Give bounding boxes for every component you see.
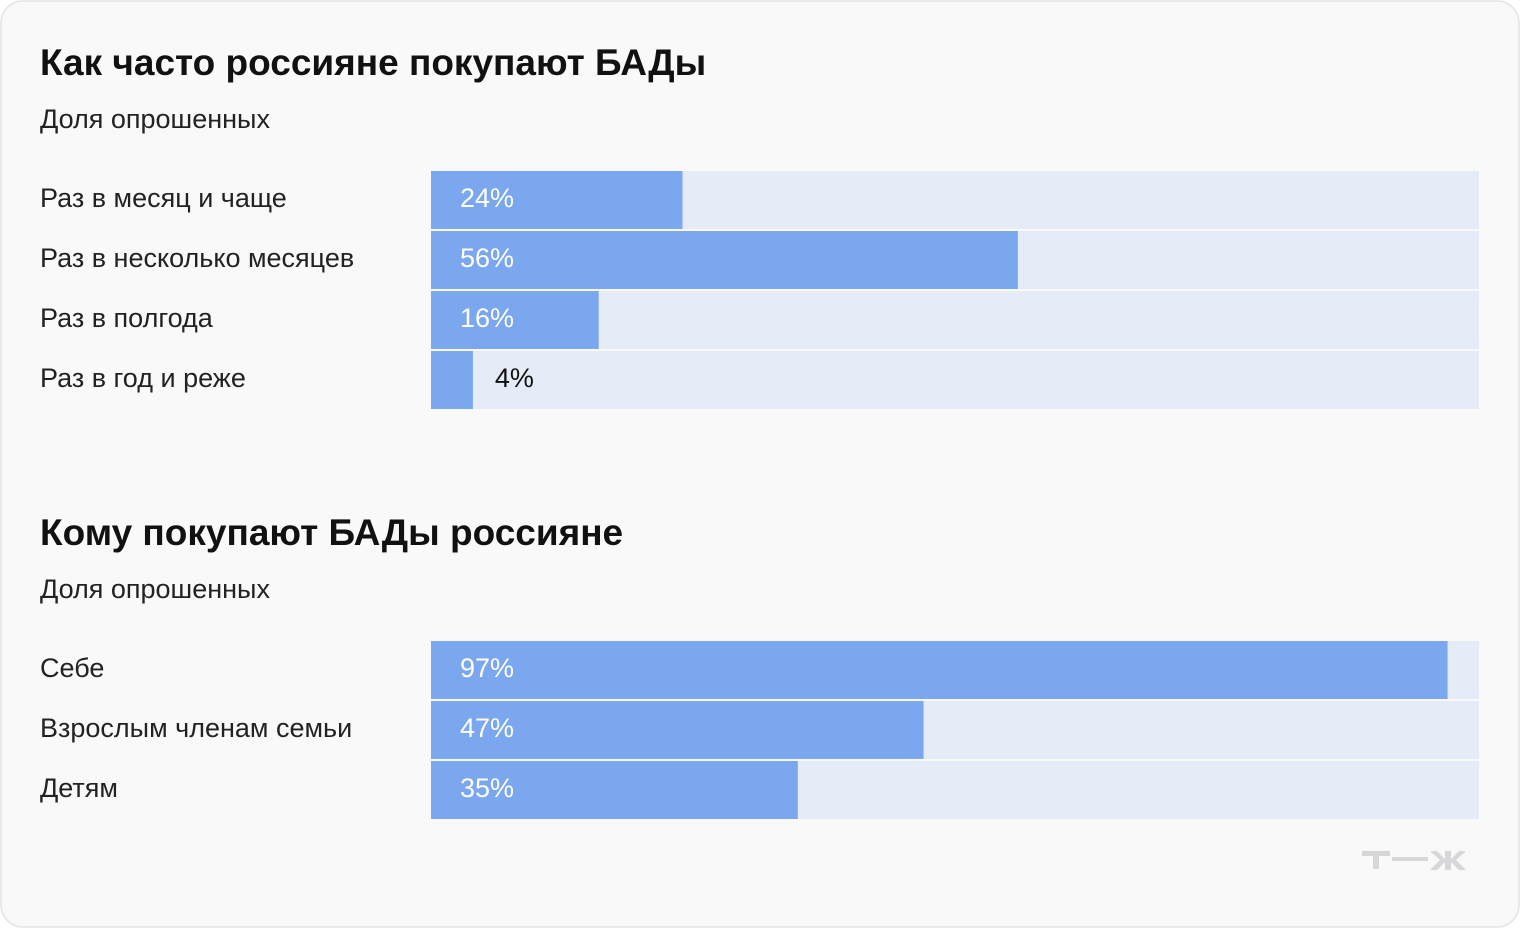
chart-title: Кому покупают БАДы россияне bbox=[40, 512, 623, 553]
category-label: Раз в месяц и чаще bbox=[40, 183, 287, 213]
logo bbox=[1362, 851, 1466, 870]
bar bbox=[431, 351, 473, 409]
category-label: Раз в несколько месяцев bbox=[40, 243, 354, 273]
value-label: 4% bbox=[495, 363, 534, 393]
category-label: Раз в год и реже bbox=[40, 363, 246, 393]
value-label: 35% bbox=[460, 773, 514, 803]
value-label: 97% bbox=[460, 653, 514, 683]
chart-subtitle: Доля опрошенных bbox=[40, 104, 270, 134]
value-label: 56% bbox=[460, 243, 514, 273]
category-label: Взрослым членам семьи bbox=[40, 713, 352, 743]
value-label: 16% bbox=[460, 303, 514, 333]
bar bbox=[431, 641, 1448, 699]
chart-subtitle: Доля опрошенных bbox=[40, 574, 270, 604]
bar-track bbox=[431, 351, 1479, 409]
bar-track bbox=[431, 291, 1479, 349]
category-label: Раз в полгода bbox=[40, 303, 214, 333]
bar bbox=[431, 701, 924, 759]
value-label: 47% bbox=[460, 713, 514, 743]
bar bbox=[431, 231, 1018, 289]
bar bbox=[431, 291, 599, 349]
category-label: Детям bbox=[40, 773, 118, 803]
bar bbox=[431, 171, 683, 229]
bar bbox=[431, 761, 798, 819]
value-label: 24% bbox=[460, 183, 514, 213]
category-label: Себе bbox=[40, 653, 104, 683]
chart-title: Как часто россияне покупают БАДы bbox=[40, 42, 706, 83]
